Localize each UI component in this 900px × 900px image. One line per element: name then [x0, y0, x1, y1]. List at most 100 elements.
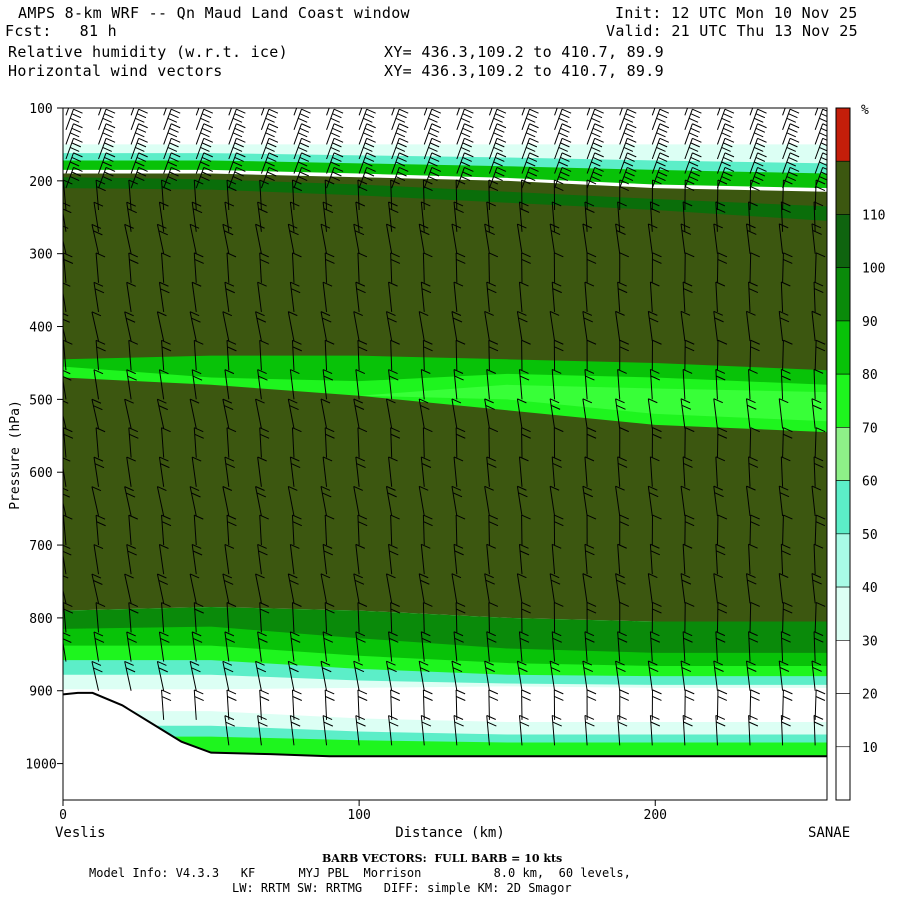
wind-barb — [782, 427, 793, 458]
wind-barb-staff — [259, 427, 262, 458]
wind-barb-flag — [582, 310, 593, 316]
wind-barb-flag — [584, 281, 595, 287]
wind-barb-staff — [518, 715, 523, 746]
wind-barb — [293, 152, 311, 174]
wind-barb-flag — [421, 456, 431, 462]
wind-barb — [95, 179, 106, 211]
wind-barb-flag — [222, 223, 233, 229]
wind-barb-flag — [594, 152, 604, 158]
colorbar-unit: % — [861, 103, 869, 118]
wind-barb-flag — [355, 543, 366, 549]
wind-barb — [257, 715, 268, 746]
wind-barb-flag — [623, 117, 634, 123]
wind-barb-flag — [69, 146, 80, 152]
wind-barb — [320, 311, 332, 342]
wind-barb-staff — [484, 573, 490, 604]
wind-barb-staff — [289, 631, 295, 662]
wind-barb-flag — [129, 433, 139, 439]
wind-barb — [778, 310, 790, 342]
wind-barb-flag — [259, 179, 269, 185]
wind-barb — [814, 602, 826, 633]
colorbar-label: 50 — [862, 528, 878, 543]
wind-barb-flag — [159, 201, 169, 207]
wind-barb-staff — [584, 282, 588, 312]
wind-barb — [814, 179, 826, 210]
wind-barb-flag — [811, 485, 822, 491]
wind-barb-staff — [357, 515, 360, 546]
wind-barb-flag — [236, 166, 246, 172]
wind-barb — [126, 281, 136, 313]
wind-barb — [488, 689, 499, 720]
wind-barb-staff — [516, 223, 523, 254]
wind-barb-flag — [423, 179, 433, 185]
wind-barb — [456, 108, 474, 131]
wind-barb-flag — [63, 487, 69, 492]
wind-barb-flag — [552, 637, 562, 643]
colorbar-label: 80 — [862, 368, 878, 383]
wind-barb-flag — [721, 176, 731, 182]
colorbar-segment — [835, 586, 851, 641]
wind-barb — [748, 714, 759, 746]
wind-barb-flag — [63, 493, 70, 498]
wind-barb-flag — [657, 142, 668, 148]
wind-barb — [811, 660, 822, 691]
wind-barb — [418, 660, 430, 691]
wind-barb-flag — [297, 117, 308, 123]
wind-barb-flag — [748, 637, 759, 643]
wind-barb-flag — [493, 146, 503, 152]
wind-barb-flag — [357, 602, 368, 607]
wind-barb-flag — [63, 575, 69, 579]
wind-barb-flag — [419, 223, 429, 229]
wind-barb — [357, 179, 368, 210]
wind-barb-staff — [619, 152, 628, 174]
wind-barb-staff — [95, 427, 100, 458]
wind-barb-flag — [746, 223, 756, 229]
wind-barb-staff — [814, 109, 824, 131]
wind-barb — [684, 179, 695, 210]
wind-barb-flag — [558, 161, 568, 167]
wind-barb-flag — [615, 485, 625, 491]
wind-barb — [320, 660, 332, 691]
wind-barb-staff — [163, 108, 167, 116]
wind-barb-staff — [488, 340, 490, 371]
wind-barb — [63, 427, 74, 458]
wind-barb-staff — [289, 456, 295, 487]
wind-barb-flag — [160, 637, 170, 643]
wind-barb-staff — [649, 544, 653, 575]
wind-barb-flag — [754, 117, 764, 123]
wind-barb-flag — [550, 230, 561, 235]
wind-barb — [98, 123, 116, 145]
wind-barb-flag — [595, 95, 604, 99]
wind-barb-flag — [455, 427, 466, 433]
wind-barb — [358, 166, 376, 189]
colorbar-segment — [835, 373, 851, 428]
wind-barb — [518, 543, 530, 575]
wind-barb — [680, 223, 692, 254]
wind-barb-flag — [750, 602, 760, 607]
wind-barb-flag — [623, 132, 634, 138]
wind-barb-staff — [390, 427, 393, 458]
wind-barb — [259, 252, 270, 283]
wind-barb-staff — [257, 715, 262, 746]
wind-barb-flag — [258, 637, 268, 643]
wind-barb — [780, 281, 791, 312]
wind-barb-flag — [723, 99, 732, 103]
wind-barb — [682, 456, 693, 487]
wind-barb — [222, 660, 234, 691]
wind-barb — [811, 310, 822, 342]
wind-barb-flag — [124, 398, 134, 404]
wind-barb-staff — [287, 573, 295, 604]
wind-barb-flag — [288, 398, 298, 404]
wind-barb-flag — [268, 123, 279, 129]
wind-barb-flag — [713, 398, 723, 404]
wind-barb-staff — [95, 252, 100, 283]
wind-barb-flag — [93, 201, 104, 207]
wind-barb-flag — [526, 117, 536, 123]
wind-barb-staff — [582, 223, 588, 254]
wind-barb-flag — [325, 258, 335, 264]
wind-barb-staff — [95, 515, 100, 546]
wind-barb-flag — [139, 95, 148, 99]
wind-barb-staff — [651, 152, 661, 174]
wind-barb — [189, 573, 200, 604]
wind-barb-flag — [192, 637, 203, 643]
